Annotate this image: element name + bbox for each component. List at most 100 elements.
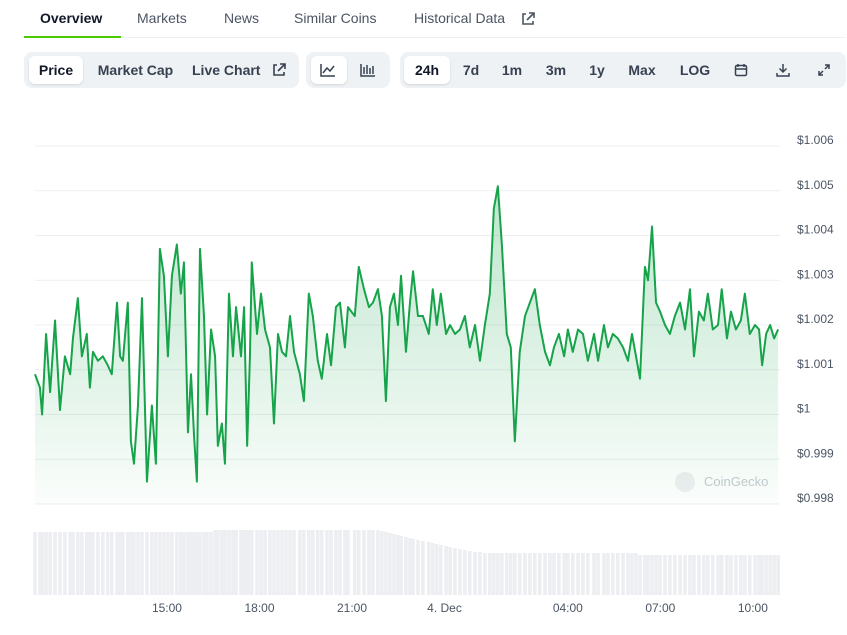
volume-bar (702, 555, 706, 595)
y-tick-label: $1.006 (797, 133, 834, 147)
button[interactable]: Max (628, 62, 656, 78)
volume-bar (513, 553, 517, 595)
volume-bar (284, 530, 288, 595)
volume-bar (298, 530, 302, 595)
volume-bar (71, 532, 75, 595)
volume-bar (248, 530, 252, 595)
volume-bar (388, 533, 392, 595)
volume-bar (158, 532, 162, 595)
watermark-logo (675, 472, 695, 492)
volume-bar (263, 530, 267, 595)
price-line (34, 185, 780, 483)
volume-bar (319, 530, 324, 595)
volume-bar (592, 553, 596, 595)
volume-bar (421, 541, 425, 595)
button[interactable]: 24h (404, 56, 450, 84)
volume-bar (757, 555, 761, 595)
y-tick-label: $0.999 (797, 446, 834, 460)
download-icon[interactable] (776, 63, 790, 77)
volume-bar (509, 553, 513, 595)
tab[interactable]: News (224, 10, 260, 26)
y-tick-label: $1.002 (797, 312, 834, 326)
button[interactable]: 1m (501, 62, 523, 78)
volume-bar (220, 530, 224, 595)
volume-bar (68, 532, 72, 595)
volume-bar (697, 555, 701, 595)
y-tick-label: $1.001 (797, 357, 834, 371)
tab[interactable]: Similar Coins (294, 10, 377, 26)
volume-bar (227, 530, 231, 595)
volume-bar (136, 532, 140, 595)
volume-bar (186, 532, 190, 595)
volume-bar (325, 530, 329, 595)
volume-bar (329, 530, 333, 595)
button[interactable]: LOG (679, 62, 711, 78)
tab-indicator (24, 36, 121, 38)
volume-bar (692, 555, 696, 595)
volume-bar (105, 532, 110, 595)
candle-icon[interactable] (360, 63, 376, 77)
button[interactable]: Market Cap (97, 62, 174, 78)
volume-bar (483, 553, 487, 595)
volume-bar (216, 530, 220, 595)
volume-bar (488, 553, 492, 595)
volume-bar (179, 532, 183, 595)
volume-bar (492, 553, 496, 595)
volume-bar (343, 530, 347, 595)
volume-bar (150, 532, 154, 595)
volume-bar (259, 530, 263, 595)
volume-bar (673, 555, 677, 595)
volume-bar (430, 543, 435, 595)
button[interactable]: Price (29, 56, 83, 84)
volume-bar (338, 530, 342, 595)
button[interactable]: Live Chart (192, 62, 261, 78)
volume-bar (453, 548, 457, 595)
volume-bar (192, 532, 196, 595)
volume-bar (768, 555, 772, 595)
volume-bar (170, 532, 174, 595)
volume-bar (33, 532, 37, 595)
y-tick-label: $1.004 (797, 223, 834, 237)
volume-bar (638, 555, 642, 595)
volume-bar (611, 553, 615, 595)
button[interactable]: 3m (545, 62, 567, 78)
volume-bar (523, 553, 527, 595)
volume-bar (764, 555, 768, 595)
volume-bar (552, 553, 556, 595)
volume-bar (307, 530, 311, 595)
volume-bar (88, 532, 92, 595)
volume-bar (198, 532, 202, 595)
volume-bar (743, 555, 747, 595)
volume-bar (570, 553, 575, 595)
volume-bar (352, 530, 357, 595)
volume-bar (249, 530, 254, 595)
tab[interactable]: Markets (137, 10, 187, 26)
button[interactable]: 1y (589, 62, 605, 78)
volume-bar (772, 555, 776, 595)
volume-bar (557, 553, 561, 595)
x-tick-label: 10:00 (738, 601, 768, 615)
volume-bar (747, 555, 752, 595)
volume-bar (562, 553, 566, 595)
volume-bar (643, 555, 647, 595)
volume-bar (63, 532, 67, 595)
y-tick-label: $1.003 (797, 267, 834, 281)
volume-bar (654, 555, 658, 595)
volume-bar (145, 532, 149, 595)
line-chart-icon (320, 64, 335, 77)
x-tick-label: 18:00 (244, 601, 274, 615)
calendar-icon[interactable] (734, 63, 748, 77)
volume-bar (302, 530, 306, 595)
expand-icon[interactable] (817, 63, 831, 77)
tab[interactable]: Overview (40, 10, 103, 26)
volume-bar (566, 553, 570, 595)
volume-bar (533, 553, 537, 595)
x-tick-label: 21:00 (337, 601, 367, 615)
tab[interactable]: Historical Data (414, 10, 506, 26)
volume-bar (426, 542, 431, 595)
volume-bar (411, 539, 415, 595)
volume-bar (683, 555, 687, 595)
volume-bar (392, 534, 396, 595)
button[interactable]: 7d (462, 62, 480, 78)
